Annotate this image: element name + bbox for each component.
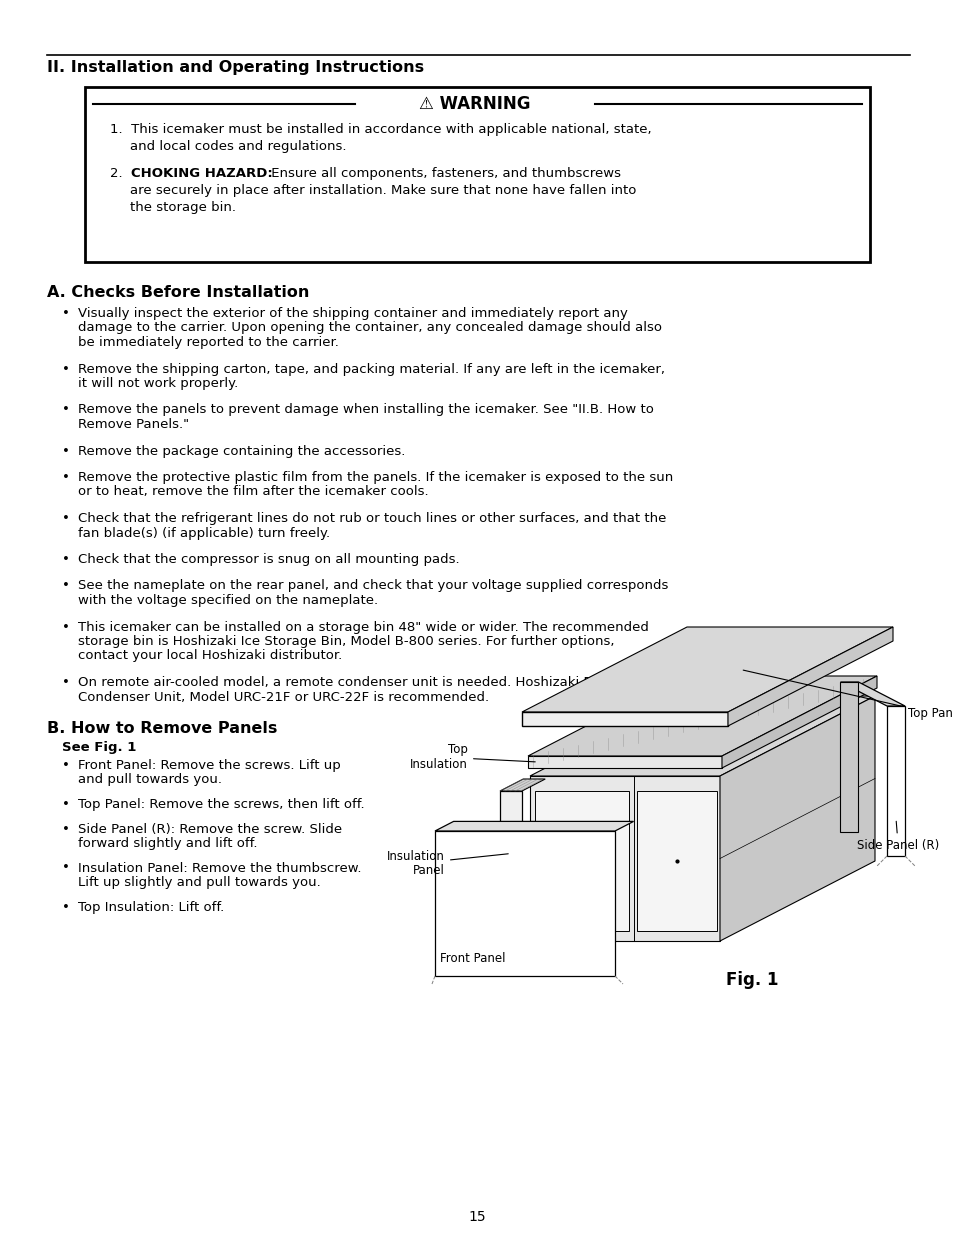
Text: B. How to Remove Panels: B. How to Remove Panels <box>47 721 277 736</box>
Text: II. Installation and Operating Instructions: II. Installation and Operating Instructi… <box>47 61 424 75</box>
Polygon shape <box>499 779 545 790</box>
Polygon shape <box>527 676 876 756</box>
Polygon shape <box>499 790 521 916</box>
Text: •: • <box>62 798 70 811</box>
Text: •: • <box>62 823 70 836</box>
Polygon shape <box>720 697 874 941</box>
Text: Visually inspect the exterior of the shipping container and immediately report a: Visually inspect the exterior of the shi… <box>78 308 627 320</box>
Text: storage bin is Hoshizaki Ice Storage Bin, Model B-800 series. For further option: storage bin is Hoshizaki Ice Storage Bin… <box>78 635 614 648</box>
Polygon shape <box>721 676 876 768</box>
Text: forward slightly and lift off.: forward slightly and lift off. <box>78 837 257 850</box>
Text: •: • <box>62 363 70 375</box>
Text: CHOKING HAZARD:: CHOKING HAZARD: <box>131 167 273 180</box>
Bar <box>85 86 869 262</box>
Text: See Fig. 1: See Fig. 1 <box>62 741 136 755</box>
Text: •: • <box>62 404 70 416</box>
Text: with the voltage specified on the nameplate.: with the voltage specified on the namepl… <box>78 594 377 606</box>
Text: it will not work properly.: it will not work properly. <box>78 377 238 390</box>
Text: This icemaker can be installed on a storage bin 48" wide or wider. The recommend: This icemaker can be installed on a stor… <box>78 620 648 634</box>
Text: •: • <box>62 471 70 484</box>
Text: •: • <box>62 862 70 874</box>
Text: Fig. 1: Fig. 1 <box>725 971 778 989</box>
Text: Front Panel: Front Panel <box>439 952 505 966</box>
Text: Insulation
Panel: Insulation Panel <box>387 850 508 878</box>
Text: 15: 15 <box>468 1210 485 1224</box>
Text: Condenser Unit, Model URC-21F or URC-22F is recommended.: Condenser Unit, Model URC-21F or URC-22F… <box>78 690 489 704</box>
Text: Top
Insulation: Top Insulation <box>410 743 535 771</box>
Text: Lift up slightly and pull towards you.: Lift up slightly and pull towards you. <box>78 876 320 889</box>
Text: and pull towards you.: and pull towards you. <box>78 773 222 787</box>
Text: Front Panel: Remove the screws. Lift up: Front Panel: Remove the screws. Lift up <box>78 760 340 772</box>
Text: Side Panel (R): Side Panel (R) <box>856 821 939 851</box>
Polygon shape <box>727 627 892 726</box>
Text: •: • <box>62 445 70 457</box>
Text: Remove the package containing the accessories.: Remove the package containing the access… <box>78 445 405 457</box>
Text: On remote air-cooled model, a remote condenser unit is needed. Hoshizaki Remote: On remote air-cooled model, a remote con… <box>78 676 634 689</box>
Text: Remove Panels.": Remove Panels." <box>78 417 189 431</box>
Polygon shape <box>535 790 629 931</box>
Text: Insulation Panel: Remove the thumbscrew.: Insulation Panel: Remove the thumbscrew. <box>78 862 361 874</box>
Polygon shape <box>527 756 721 768</box>
Text: •: • <box>62 760 70 772</box>
Polygon shape <box>637 790 717 931</box>
Polygon shape <box>886 706 904 856</box>
Text: See the nameplate on the rear panel, and check that your voltage supplied corres: See the nameplate on the rear panel, and… <box>78 579 668 593</box>
Text: Remove the protective plastic film from the panels. If the icemaker is exposed t: Remove the protective plastic film from … <box>78 471 673 484</box>
Text: •: • <box>62 579 70 593</box>
Text: •: • <box>62 676 70 689</box>
Text: Remove the panels to prevent damage when installing the icemaker. See "II.B. How: Remove the panels to prevent damage when… <box>78 404 653 416</box>
Text: or to heat, remove the film after the icemaker cools.: or to heat, remove the film after the ic… <box>78 485 428 499</box>
Text: A. Checks Before Installation: A. Checks Before Installation <box>47 285 309 300</box>
Text: fan blade(s) (if applicable) turn freely.: fan blade(s) (if applicable) turn freely… <box>78 526 330 540</box>
Polygon shape <box>435 821 633 831</box>
Text: 1.  This icemaker must be installed in accordance with applicable national, stat: 1. This icemaker must be installed in ac… <box>110 124 651 136</box>
Text: damage to the carrier. Upon opening the container, any concealed damage should a: damage to the carrier. Upon opening the … <box>78 321 661 335</box>
Text: and local codes and regulations.: and local codes and regulations. <box>130 140 346 153</box>
Text: Top Panel: Top Panel <box>742 671 953 720</box>
Text: ⚠ WARNING: ⚠ WARNING <box>418 95 530 112</box>
Text: Top Panel: Remove the screws, then lift off.: Top Panel: Remove the screws, then lift … <box>78 798 364 811</box>
Polygon shape <box>840 682 858 832</box>
Text: Ensure all components, fasteners, and thumbscrews: Ensure all components, fasteners, and th… <box>267 167 620 180</box>
Text: are securely in place after installation. Make sure that none have fallen into: are securely in place after installation… <box>130 184 636 198</box>
Polygon shape <box>435 831 615 976</box>
Text: be immediately reported to the carrier.: be immediately reported to the carrier. <box>78 336 338 350</box>
Polygon shape <box>530 697 874 776</box>
Text: contact your local Hoshizaki distributor.: contact your local Hoshizaki distributor… <box>78 650 342 662</box>
Text: •: • <box>62 900 70 914</box>
Text: Side Panel (R): Remove the screw. Slide: Side Panel (R): Remove the screw. Slide <box>78 823 342 836</box>
Text: 2.: 2. <box>110 167 131 180</box>
Polygon shape <box>521 713 727 726</box>
Text: Top Insulation: Lift off.: Top Insulation: Lift off. <box>78 900 224 914</box>
Polygon shape <box>521 627 892 713</box>
Text: Check that the compressor is snug on all mounting pads.: Check that the compressor is snug on all… <box>78 553 459 566</box>
Polygon shape <box>530 776 720 941</box>
Polygon shape <box>840 682 904 706</box>
Text: •: • <box>62 620 70 634</box>
Text: •: • <box>62 308 70 320</box>
Text: •: • <box>62 553 70 566</box>
Text: Check that the refrigerant lines do not rub or touch lines or other surfaces, an: Check that the refrigerant lines do not … <box>78 513 666 525</box>
Text: the storage bin.: the storage bin. <box>130 201 235 214</box>
Text: Remove the shipping carton, tape, and packing material. If any are left in the i: Remove the shipping carton, tape, and pa… <box>78 363 664 375</box>
Text: •: • <box>62 513 70 525</box>
